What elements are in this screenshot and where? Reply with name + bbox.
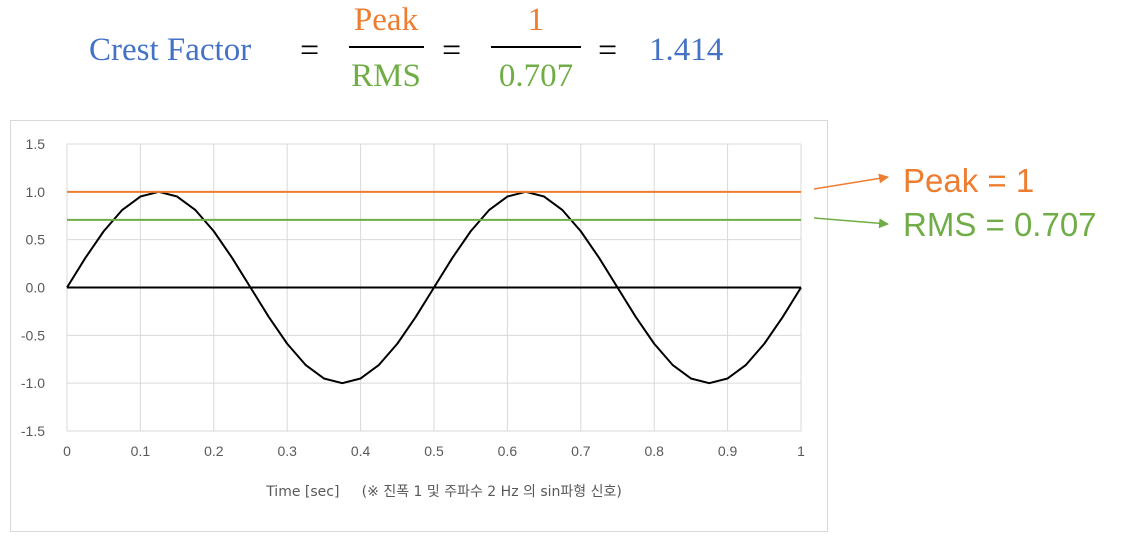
x-tick-label: 0	[63, 443, 71, 459]
formula-denominator-rms: RMS	[351, 58, 421, 94]
x-tick-label: 0.3	[277, 443, 297, 459]
formula-equals-2: =	[442, 32, 461, 69]
rms-annotation: RMS = 0.707	[903, 206, 1097, 243]
crest-factor-formula: Crest Factor = Peak RMS = 1 0.707 = 1.41…	[89, 2, 723, 94]
formula-lhs: Crest Factor	[89, 32, 251, 68]
formula-equals-1: =	[300, 32, 319, 69]
formula-equals-3: =	[598, 32, 617, 69]
y-tick-label: 1.0	[26, 184, 46, 200]
x-tick-label: 0.6	[498, 443, 518, 459]
formula-numerator-one: 1	[528, 2, 545, 38]
x-tick-label: 1	[797, 443, 805, 459]
y-tick-label: -1.5	[21, 423, 45, 439]
formula-denominator-value: 0.707	[499, 58, 573, 94]
formula-numerator-peak: Peak	[354, 2, 419, 38]
rms-arrow	[813, 217, 889, 229]
x-tick-label: 0.7	[571, 443, 591, 459]
x-tick-label: 0.2	[204, 443, 224, 459]
peak-arrow	[813, 173, 889, 190]
x-tick-label: 0.1	[131, 443, 151, 459]
formula-result: 1.414	[649, 32, 723, 68]
peak-annotation: Peak = 1	[903, 162, 1034, 199]
chart-area: 0 0.1 0.2 0.3 0.4 0.5 0.6 0.7 0.8 0.9 1 1.5 1.0 0.5 0.…	[10, 120, 828, 532]
y-tick-label: -1.0	[21, 375, 45, 391]
y-tick-label: 1.5	[26, 136, 46, 152]
x-tick-label: 0.5	[424, 443, 444, 459]
chart-svg: 0 0.1 0.2 0.3 0.4 0.5 0.6 0.7 0.8 0.9 1 1.5 1.0 0.5 0.…	[21, 136, 805, 500]
y-tick-label: 0.5	[26, 232, 46, 248]
x-axis-title: Time [sec] (※ 진폭 1 및 주파수 2 Hz 의 sin파형 신호…	[265, 484, 622, 500]
x-tick-label: 0.8	[644, 443, 664, 459]
y-tick-label: 0.0	[26, 280, 46, 296]
y-tick-label: -0.5	[21, 327, 45, 343]
x-tick-label: 0.4	[351, 443, 371, 459]
x-tick-label: 0.9	[718, 443, 738, 459]
